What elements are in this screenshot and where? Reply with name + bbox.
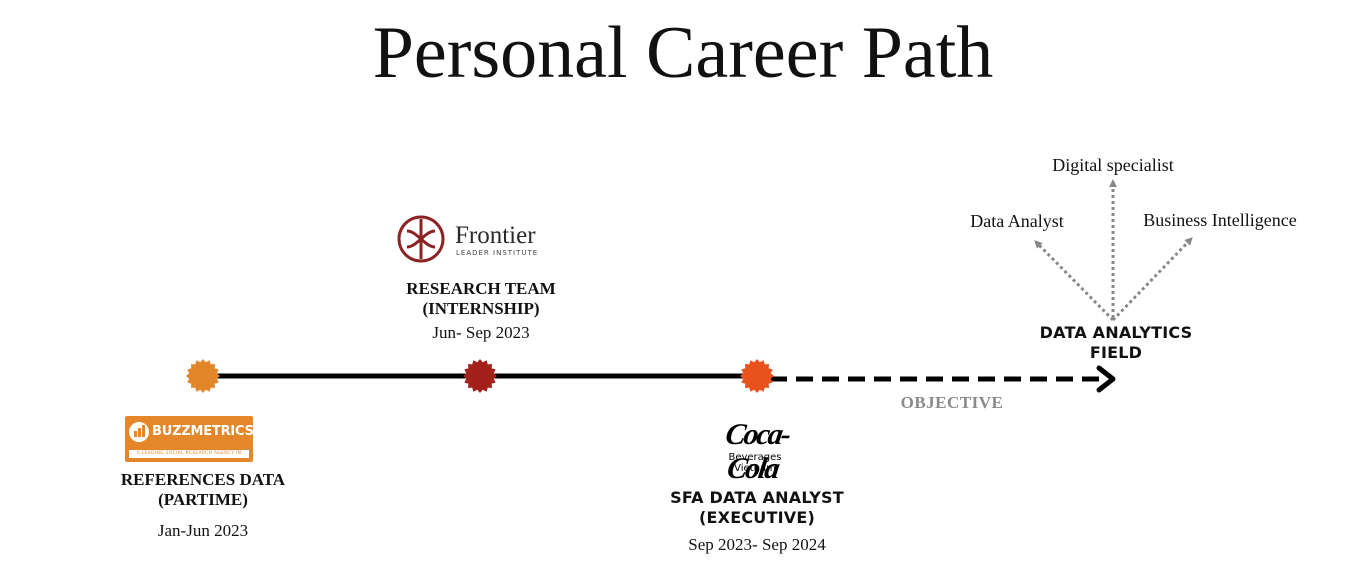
milestone-dates-frontier: Jun- Sep 2023: [432, 323, 530, 342]
frontier-logo-text: Frontier: [455, 222, 536, 249]
milestone-role-cocacola: SFA DATA ANALYST (EXECUTIVE): [617, 488, 897, 528]
branch-label-data-analyst: Data Analyst: [970, 211, 1064, 231]
milestone-role-buzzmetrics: REFERENCES DATA (PARTIME): [83, 470, 323, 510]
objective-label: OBJECTIVE: [900, 393, 1004, 412]
role-line-2: (INTERNSHIP): [422, 299, 540, 318]
milestone-dates-buzzmetrics: Jan-Jun 2023: [157, 521, 249, 540]
milestone-role-frontier: RESEARCH TEAM (INTERNSHIP): [361, 279, 601, 319]
branch-label-digital-specialist: Digital specialist: [1052, 155, 1174, 175]
role-line-2: (PARTIME): [158, 490, 248, 509]
buzzmetrics-logo: BUZZMETRICS A LEADING SOCIAL RESEARCH AG…: [125, 416, 254, 464]
target-line-1: DATA ANALYTICS: [1039, 323, 1193, 342]
role-line-2: (EXECUTIVE): [699, 508, 815, 527]
timeline-arrowhead: [1096, 365, 1116, 393]
cocacola-subtitle-line-2: Vietnam: [734, 463, 776, 474]
role-line-1: REFERENCES DATA: [120, 470, 286, 489]
cocacola-subtitle-line-1: Beverages: [728, 452, 782, 463]
branch-label-business-intelligence: Business Intelligence: [1143, 210, 1297, 230]
branch-arrow-business-intelligence: [1111, 237, 1193, 322]
buzzmetrics-logo-tagline: A LEADING SOCIAL RESEARCH AGENCY IN VIET…: [129, 450, 249, 464]
page-title: Personal Career Path: [372, 12, 994, 94]
milestone-dot-buzzmetrics: [186, 359, 220, 393]
milestone-dot-frontier: [463, 359, 497, 393]
cocacola-logo-subtitle: Beverages Vietnam: [705, 452, 805, 474]
bar-chart-icon: [129, 422, 149, 442]
role-line-1: RESEARCH TEAM: [406, 279, 556, 298]
target-line-2: FIELD: [1089, 343, 1143, 362]
frontier-logo-icon: [397, 215, 445, 263]
buzzmetrics-logo-text: BUZZMETRICS: [152, 424, 254, 439]
objective-target: DATA ANALYTICS FIELD: [1001, 323, 1231, 363]
milestone-dot-cocacola: [740, 359, 774, 393]
role-line-1: SFA DATA ANALYST: [670, 488, 844, 507]
frontier-logo-subtitle: LEADER INSTITUTE: [456, 249, 539, 257]
milestone-dates-cocacola: Sep 2023- Sep 2024: [688, 535, 826, 554]
branch-arrow-data-analyst: [1034, 240, 1115, 322]
